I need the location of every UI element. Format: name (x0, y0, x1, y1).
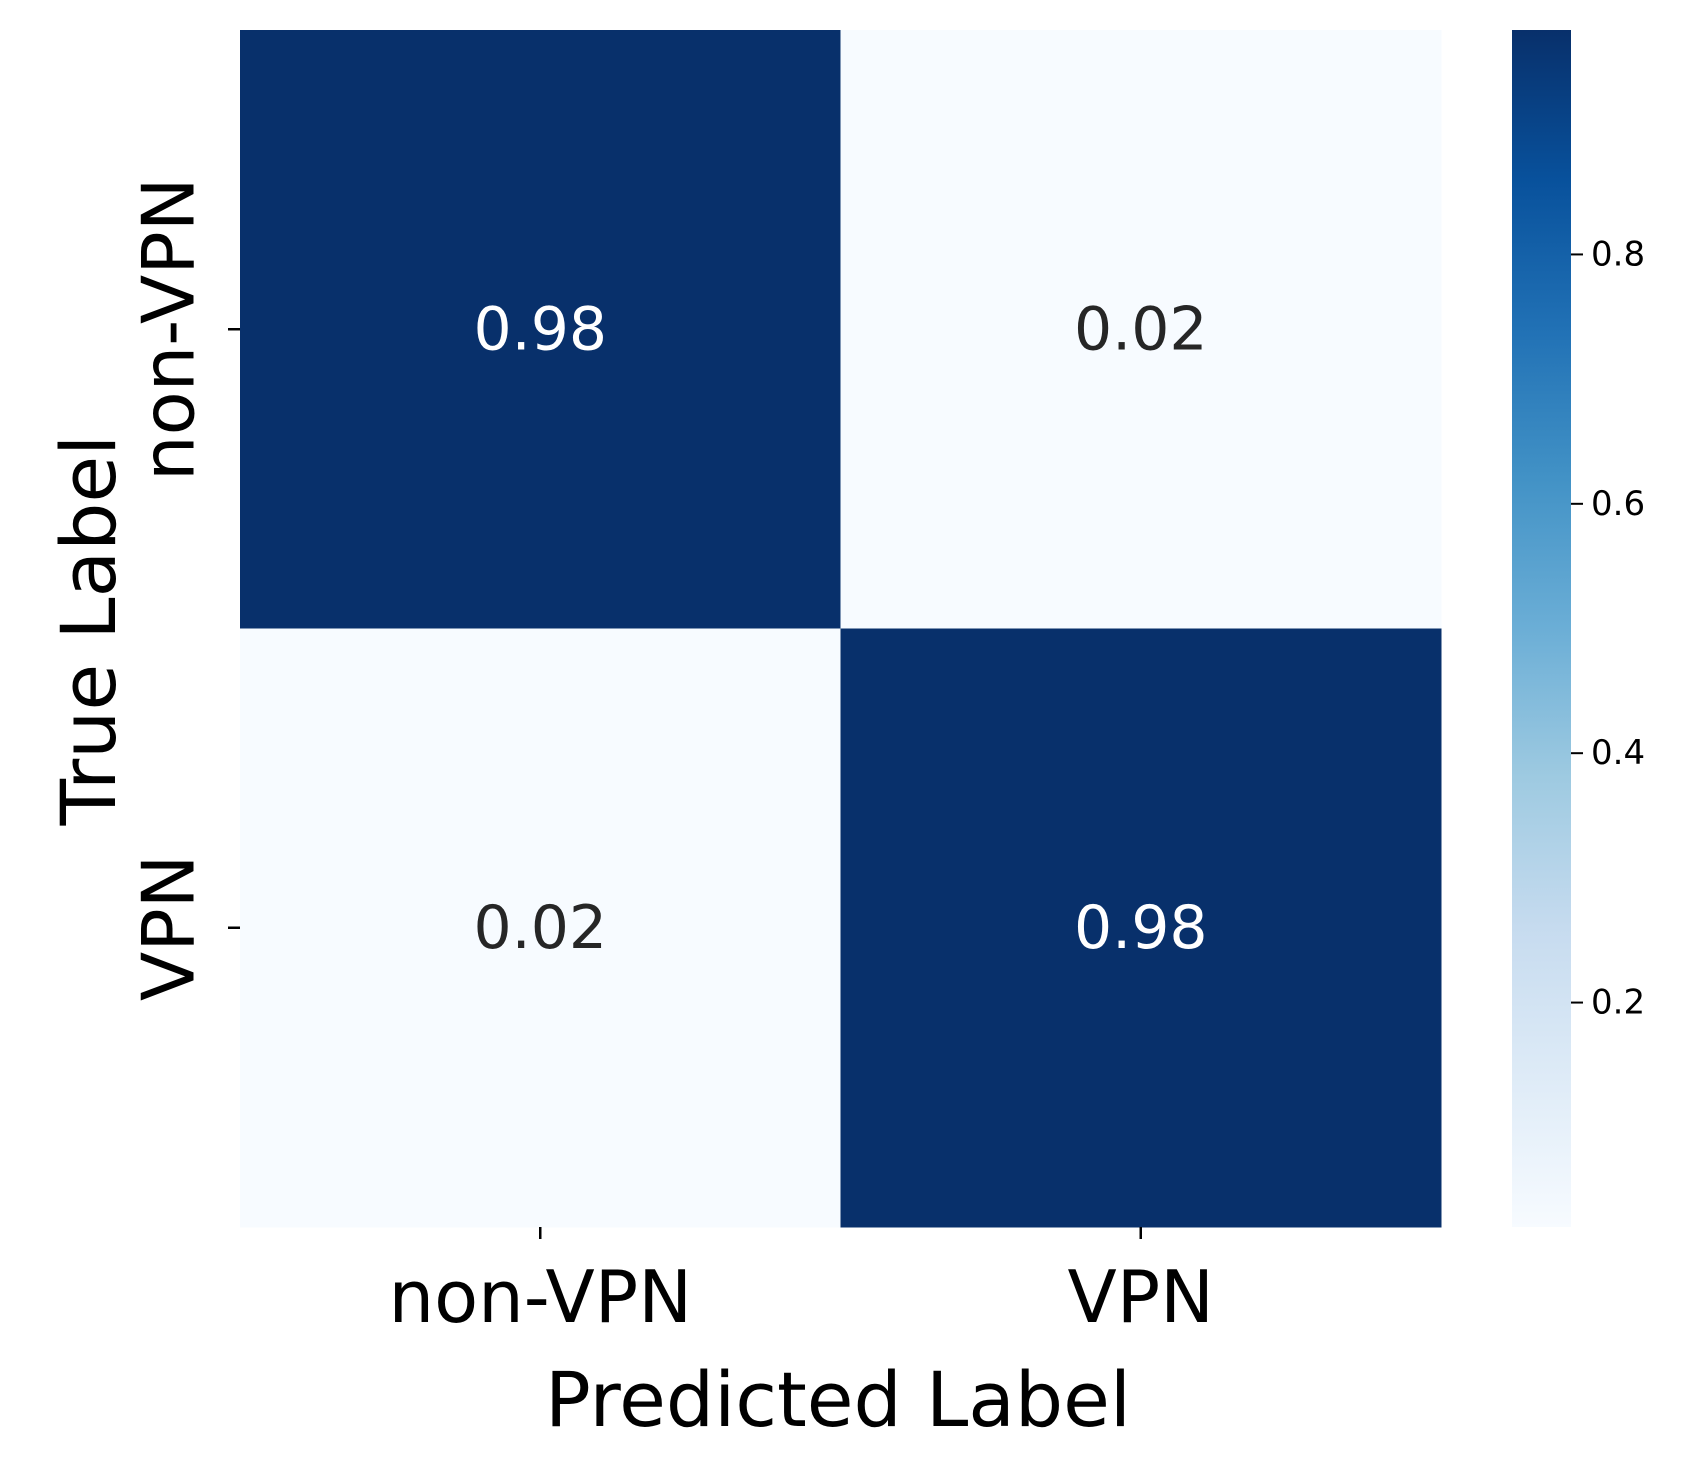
cell-annotation: 0.02 (1074, 294, 1208, 364)
heatmap-cell (840, 628, 1442, 1228)
cell-annotation: 0.98 (473, 294, 607, 364)
y-tick-label: non-VPN (127, 177, 211, 481)
cell-annotation: 0.02 (473, 893, 607, 963)
x-tick-label: non-VPN (388, 1255, 692, 1339)
colorbar-tick-label: 0.2 (1591, 983, 1645, 1023)
colorbar-tick-label: 0.8 (1591, 234, 1645, 274)
y-tick-label: VPN (127, 854, 211, 1001)
colorbar-tick-label: 0.4 (1591, 733, 1645, 773)
heatmap-cell (840, 30, 1442, 629)
heatmap-cell (240, 628, 841, 1228)
colorbar: 0.2 0.4 0.6 0.8 (1512, 30, 1645, 1227)
heatmap-grid: 0.98 0.02 0.02 0.98 (240, 30, 1442, 1228)
colorbar-gradient (1512, 30, 1571, 1227)
heatmap-cell (240, 30, 841, 629)
x-tick-label: VPN (1067, 1255, 1214, 1339)
colorbar-ticks: 0.2 0.4 0.6 0.8 (1571, 234, 1645, 1023)
axis-ticks: non-VPN VPN non-VPN VPN (127, 177, 1215, 1339)
cell-annotation: 0.98 (1074, 893, 1208, 963)
colorbar-tick-label: 0.6 (1591, 484, 1645, 524)
x-axis-title: Predicted Label (545, 1355, 1131, 1444)
y-axis-title: True Label (44, 435, 133, 827)
